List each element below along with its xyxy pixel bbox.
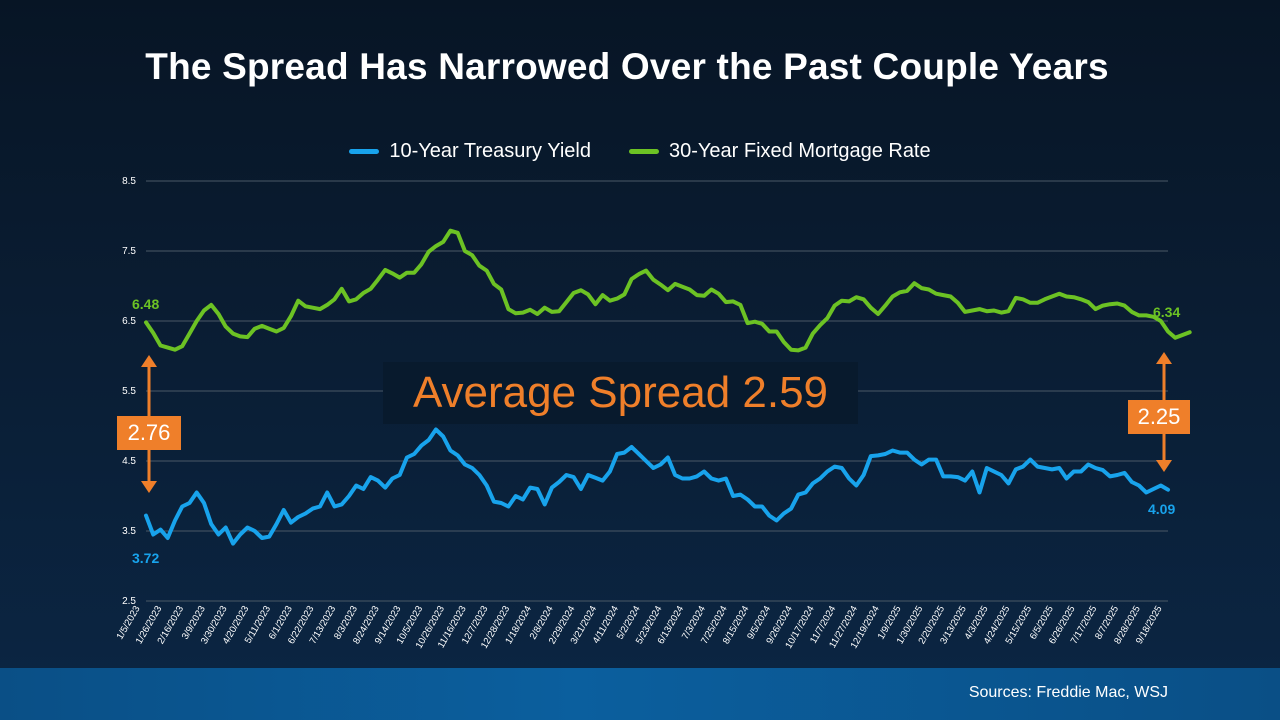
start-spread-arrow-head-down — [141, 481, 157, 493]
legend-label-mortgage: 30-Year Fixed Mortgage Rate — [668, 140, 931, 162]
legend-label-treasury: 10-Year Treasury Yield — [389, 140, 591, 162]
start-spread-callout: 2.76 — [117, 416, 181, 450]
mortgage-end-label: 6.34 — [1153, 304, 1180, 320]
chart-title: The Spread Has Narrowed Over the Past Co… — [145, 46, 1109, 87]
mortgage-rate-line — [144, 228, 1192, 353]
y-tick-label: 5.5 — [122, 386, 136, 397]
end-spread-arrow-head-up — [1156, 352, 1172, 364]
y-tick-label: 3.5 — [122, 526, 136, 537]
end-spread-callout: 2.25 — [1128, 400, 1190, 434]
y-tick-label: 8.5 — [122, 176, 136, 187]
treasury-start-label: 3.72 — [132, 550, 159, 566]
legend-swatch-treasury — [349, 149, 380, 154]
y-tick-label: 2.5 — [122, 596, 136, 607]
chart-legend: 10-Year Treasury Yield 30-Year Fixed Mor… — [0, 140, 1280, 163]
legend-swatch-mortgage — [628, 149, 659, 154]
treasury-end-label: 4.09 — [1148, 501, 1175, 517]
footer-band — [0, 668, 1280, 720]
y-tick-label: 6.5 — [122, 316, 136, 327]
end-spread-arrow-head-down — [1156, 460, 1172, 472]
start-spread-arrow-head-up — [141, 355, 157, 367]
source-note: Sources: Freddie Mac, WSJ — [968, 684, 1168, 701]
y-tick-label: 7.5 — [122, 246, 136, 257]
average-spread-banner: Average Spread 2.59 — [383, 362, 858, 424]
legend-item-mortgage: 30-Year Fixed Mortgage Rate — [628, 140, 931, 163]
mortgage-start-label: 6.48 — [132, 296, 159, 312]
treasury-yield-line — [144, 427, 1170, 546]
y-tick-label: 4.5 — [122, 456, 136, 467]
legend-item-treasury: 10-Year Treasury Yield — [349, 140, 591, 163]
